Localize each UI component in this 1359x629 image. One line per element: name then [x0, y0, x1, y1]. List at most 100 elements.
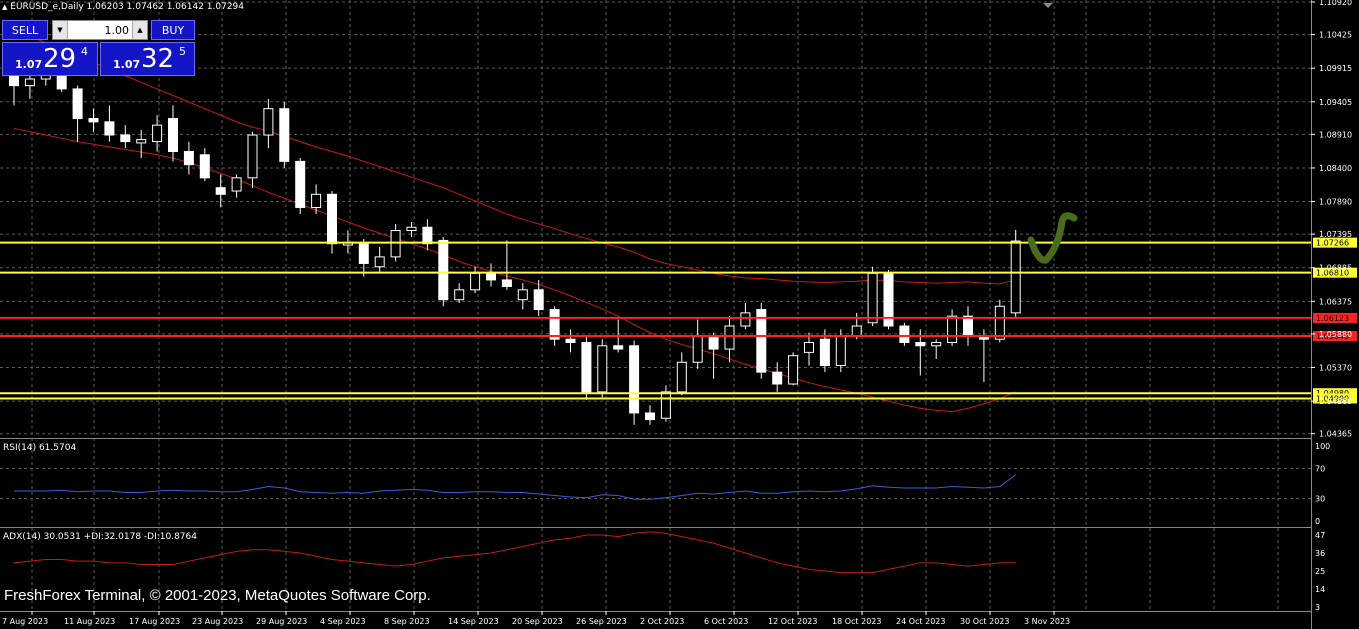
date-label: 12 Oct 2023	[768, 617, 817, 626]
candle-body	[994, 305, 1005, 340]
candle-body	[835, 335, 846, 367]
checkmark-annotation	[1027, 212, 1078, 264]
rsi-tick-label: 0	[1315, 517, 1320, 526]
date-label: 8 Sep 2023	[384, 617, 430, 626]
sell-price-button[interactable]: 1.07 29 4	[2, 42, 98, 76]
envelope-lines	[13, 29, 1016, 413]
candle-body	[406, 226, 417, 232]
date-label: 3 Nov 2023	[1024, 617, 1070, 626]
candle-body	[183, 150, 194, 166]
symbol-ohlc: EURUSD_e,Daily 1.06203 1.07462 1.06142 1…	[10, 2, 245, 12]
date-label: 14 Sep 2023	[448, 617, 499, 626]
candle-body	[597, 345, 608, 393]
date-label: 2 Oct 2023	[640, 617, 684, 626]
date-label: 6 Oct 2023	[704, 617, 748, 626]
candle-body	[501, 279, 512, 288]
adx-line	[13, 531, 1016, 574]
candle-body	[660, 391, 671, 419]
level-price-label: 1.06810	[1316, 269, 1349, 278]
level-price-box	[1313, 331, 1357, 342]
sell-price-fraction: 4	[81, 45, 88, 58]
candle-body	[72, 88, 83, 120]
price-tick-label: 1.08910	[1319, 130, 1352, 139]
buy-button[interactable]: BUY	[151, 20, 195, 40]
level-price-box	[1313, 388, 1357, 399]
adx-tick-label: 25	[1315, 567, 1325, 576]
date-label: 7 Aug 2023	[2, 617, 48, 626]
price-tick-label: 1.06885	[1319, 264, 1352, 273]
sell-button[interactable]: SELL	[2, 20, 48, 40]
price-tick-label: 1.10425	[1319, 31, 1352, 40]
price-tick-label: 1.10920	[1319, 0, 1352, 7]
candle-body	[136, 139, 147, 144]
level-price-box	[1313, 312, 1357, 323]
price-tick-label: 1.09405	[1319, 98, 1352, 107]
chart-title: ▲ EURUSD_e,Daily 1.06203 1.07462 1.06142…	[2, 2, 244, 12]
candle-body	[851, 325, 862, 337]
buy-price-button[interactable]: 1.07 32 5	[100, 42, 195, 76]
candle-body	[915, 341, 926, 347]
rsi-tick-label: 70	[1315, 465, 1325, 474]
candle-body	[756, 309, 767, 373]
rsi-label: RSI(14) 61.5704	[3, 443, 77, 453]
adx-tick-label: 47	[1315, 531, 1325, 540]
candle-body	[565, 338, 576, 343]
candle-body	[374, 256, 385, 268]
level-price-label: 1.05848	[1316, 332, 1349, 341]
lot-size-input[interactable]	[69, 21, 131, 39]
price-tick-label: 1.06375	[1319, 297, 1352, 306]
candle-body	[231, 177, 242, 192]
collapse-icon[interactable]: ▲	[2, 3, 8, 11]
candle-body	[104, 121, 115, 136]
date-label: 11 Aug 2023	[64, 617, 115, 626]
level-price-label: 1.04900	[1316, 394, 1349, 403]
price-tick-label: 1.05880	[1319, 330, 1352, 339]
envelope-upper-line	[13, 29, 1016, 285]
candle-body	[88, 118, 99, 123]
adx-panel: 47 36 25 14 3	[13, 531, 1325, 612]
rsi-panel: 100 70 30 0	[0, 442, 1330, 526]
lot-increase-icon[interactable]: ▲	[132, 21, 147, 39]
sell-price-prefix: 1.07	[15, 58, 43, 71]
rsi-line	[14, 474, 1016, 500]
copyright-text: FreshForex Terminal, © 2001-2023, MetaQu…	[4, 587, 431, 604]
candle-body	[804, 341, 814, 353]
sell-price-pips: 29	[43, 44, 77, 74]
candle-body	[295, 160, 306, 208]
candle-body	[517, 289, 528, 301]
candle-body	[692, 335, 703, 363]
scroll-marker-icon[interactable]	[1043, 3, 1053, 8]
candle-body	[708, 335, 719, 350]
candle-body	[645, 412, 655, 421]
candle-body	[740, 312, 751, 327]
price-tick-label: 1.04365	[1319, 430, 1352, 439]
candle-body	[533, 289, 544, 311]
candle-body	[947, 315, 958, 343]
adx-tick-label: 3	[1315, 603, 1320, 612]
candle-body	[199, 154, 210, 179]
date-label: 18 Oct 2023	[832, 617, 881, 626]
buy-price-pips: 32	[141, 44, 175, 74]
date-label: 24 Oct 2023	[896, 617, 945, 626]
level-price-box	[1313, 393, 1357, 404]
candle-body	[24, 78, 35, 87]
date-label: 26 Sep 2023	[576, 617, 627, 626]
candle-body	[772, 371, 783, 385]
date-label: 23 Aug 2023	[192, 617, 243, 626]
price-levels[interactable]: 1.072661.068101.061231.058481.049801.049…	[0, 237, 1357, 404]
candle-body	[422, 226, 433, 245]
candle-body	[613, 345, 624, 350]
lot-size-stepper[interactable]: ▼ ▲	[52, 20, 148, 40]
candle-body	[549, 309, 560, 340]
level-price-box	[1313, 237, 1357, 248]
date-label: 20 Sep 2023	[512, 617, 563, 626]
price-tick-label: 1.05370	[1319, 364, 1352, 373]
checkmark-drawing	[1027, 212, 1078, 264]
level-price-label: 1.06123	[1316, 314, 1349, 323]
candle-body	[867, 272, 878, 324]
lot-decrease-icon[interactable]: ▼	[53, 21, 68, 39]
candle-body	[263, 108, 274, 136]
candle-body	[788, 355, 799, 385]
date-label: 29 Aug 2023	[256, 617, 307, 626]
